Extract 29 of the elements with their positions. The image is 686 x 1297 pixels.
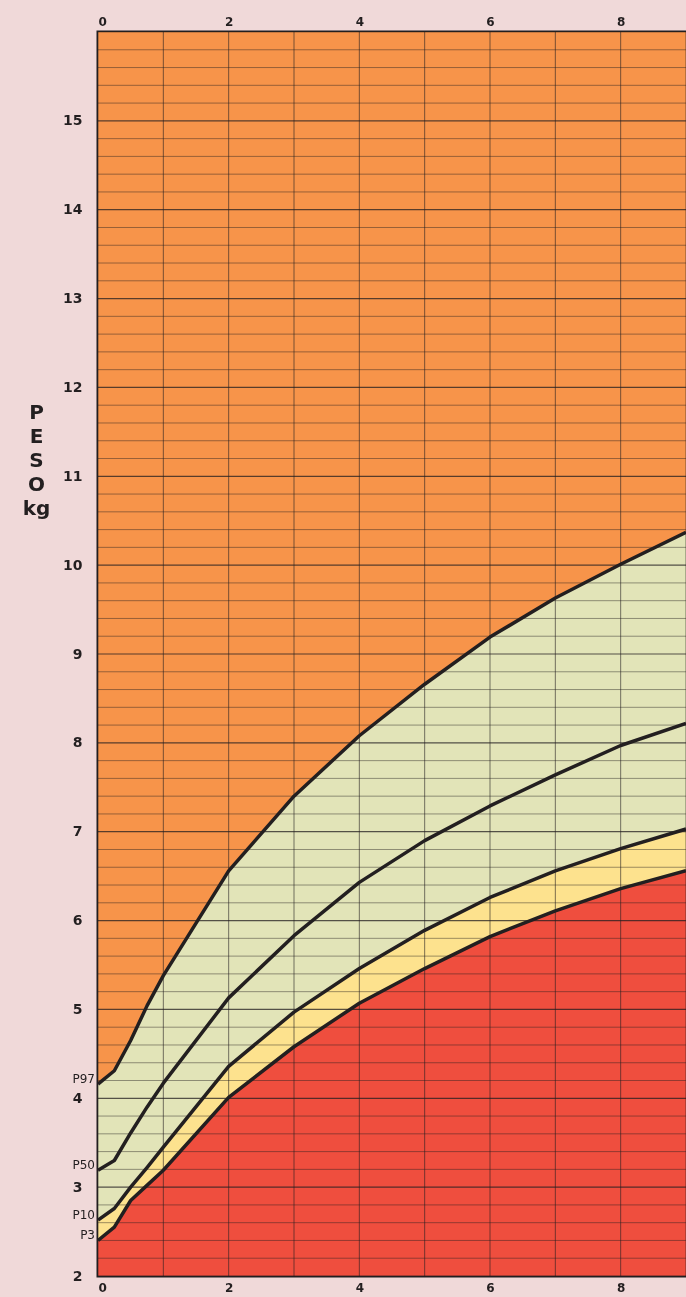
y-tick-label: 3	[72, 1178, 83, 1195]
x-tick-label: 2	[224, 14, 234, 29]
y-tick-label: 4	[72, 1089, 83, 1106]
y-tick-label: 10	[63, 556, 83, 573]
x2-tick-label: 6	[486, 1280, 495, 1295]
y-axis-title: PESO kg	[22, 399, 51, 520]
y-tick-label: 8	[72, 734, 83, 751]
x2-tick-label: 0	[98, 1280, 107, 1295]
y-tick-label: 13	[63, 290, 83, 307]
series-label: P97	[72, 1072, 95, 1087]
x-tick-label: 8	[616, 14, 626, 29]
series-label: P10	[72, 1208, 95, 1223]
y-tick-label: 12	[63, 378, 83, 395]
y-tick-label: 7	[72, 823, 83, 840]
series-label: P50	[72, 1158, 95, 1173]
x2-tick-label: 4	[355, 1280, 365, 1295]
x-tick-label: 4	[355, 14, 365, 29]
y-tick-label: 11	[63, 467, 83, 484]
y-tick-label: 6	[72, 912, 83, 929]
x2-tick-label: 8	[616, 1280, 626, 1295]
y-tick-label: 9	[72, 645, 83, 662]
series-label: P3	[80, 1228, 95, 1243]
y-tick-label: 15	[63, 112, 83, 129]
x-tick-label: 0	[98, 14, 107, 29]
y-tick-label: 2	[72, 1267, 83, 1284]
x-tick-label: 6	[486, 14, 495, 29]
y-tick-label: 5	[72, 1000, 83, 1017]
y-tick-label: 14	[63, 201, 83, 218]
x2-tick-label: 2	[224, 1280, 234, 1295]
